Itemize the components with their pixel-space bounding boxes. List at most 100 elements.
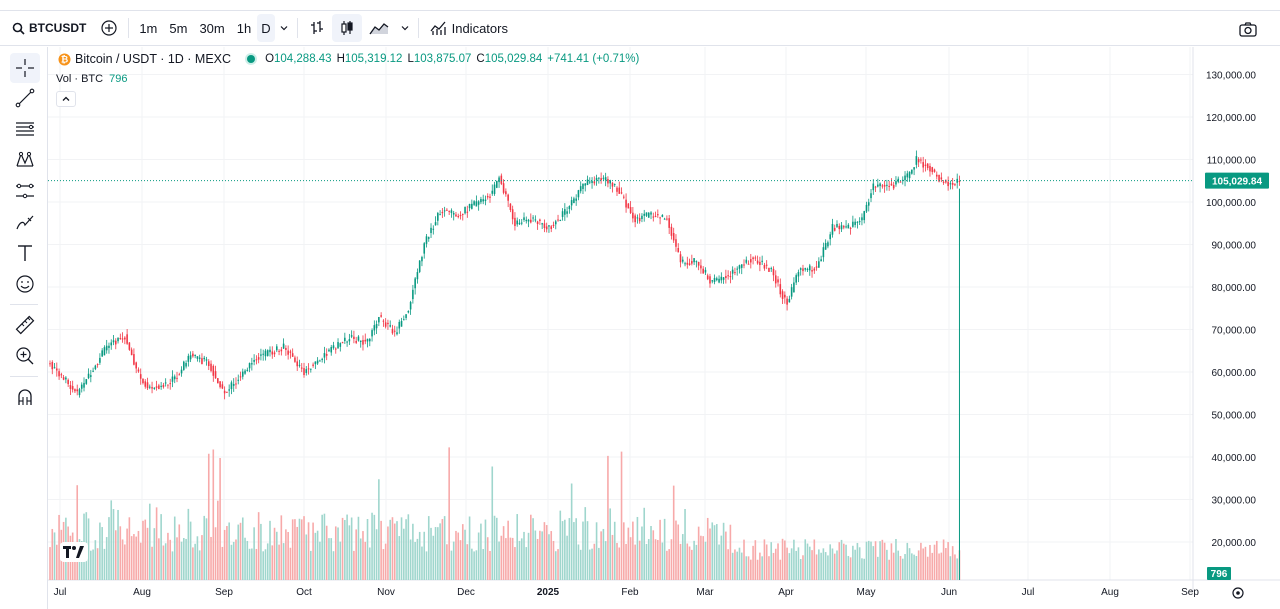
bars-style-button[interactable] [302, 14, 332, 42]
candle-body [241, 371, 244, 377]
collapse-legend-button[interactable] [56, 91, 76, 107]
interval-1m[interactable]: 1m [133, 14, 163, 42]
volume-bar [443, 516, 446, 580]
volume-bar [112, 509, 115, 580]
candle-body [854, 221, 856, 225]
volume-bar [158, 538, 160, 580]
candle-body [799, 268, 802, 270]
tradingview-logo[interactable] [60, 542, 88, 562]
volume-bar [196, 536, 199, 580]
volume-bar [577, 544, 580, 580]
interval-1h[interactable]: 1h [231, 14, 257, 42]
candle-body [287, 350, 289, 355]
candle-body [670, 226, 673, 236]
interval-dropdown[interactable] [275, 14, 293, 42]
volume-bar [811, 550, 813, 580]
trendline-tool[interactable] [10, 83, 40, 113]
candle-body [423, 243, 426, 254]
candle-body [691, 261, 693, 264]
projection-tool[interactable] [10, 176, 40, 206]
brush-tool[interactable] [10, 207, 40, 237]
candle-body [169, 383, 172, 385]
fib-tool[interactable] [10, 114, 40, 144]
volume-bar [461, 524, 464, 580]
volume-bar [759, 552, 761, 580]
candle-body [201, 358, 203, 365]
pattern-tool[interactable] [10, 145, 40, 175]
indicators-button[interactable]: Indicators [423, 14, 514, 42]
candle-body [173, 376, 176, 380]
volume-bar [452, 541, 455, 580]
candle-body [323, 353, 326, 358]
price-chart[interactable]: 130,000.00 120,000.00 110,000.00 100,000.00… [48, 47, 1280, 609]
volume-bar [282, 543, 285, 580]
volume-bar [652, 530, 655, 580]
candle-body [105, 345, 108, 351]
interval-30m[interactable]: 30m [193, 14, 230, 42]
volume-bar [799, 559, 802, 580]
candle-body [829, 234, 831, 240]
candle-body [915, 156, 918, 165]
candle-body [890, 183, 893, 186]
volume-bar [675, 520, 677, 580]
volume-bar [139, 542, 142, 580]
volume-bar [171, 551, 174, 580]
volume-bar [264, 549, 267, 580]
volume-bar [584, 507, 587, 580]
candle-body [58, 371, 60, 377]
candle-body [450, 210, 453, 213]
zoom-tool[interactable] [10, 341, 40, 371]
candle-body [99, 357, 101, 363]
volume-bar [924, 546, 927, 580]
emoji-tool[interactable] [10, 269, 40, 299]
candle-body [498, 177, 500, 183]
candle-body [276, 346, 278, 351]
candle-body [303, 368, 305, 376]
volume-bar [384, 543, 387, 580]
volume-bar [638, 540, 641, 580]
magnet-tool[interactable] [10, 382, 40, 412]
settings-icon[interactable] [1232, 587, 1244, 599]
candle-body [289, 351, 292, 353]
interval-5m[interactable]: 5m [163, 14, 193, 42]
candles-style-button[interactable] [331, 14, 362, 42]
crosshair-tool[interactable] [10, 53, 40, 83]
screenshot-button[interactable] [1232, 15, 1264, 43]
candle-body [591, 181, 593, 183]
volume-bar [328, 538, 330, 580]
volume-bar [241, 517, 244, 580]
volume-bar [391, 517, 394, 580]
volume-bar [550, 531, 553, 580]
volume-bar [911, 553, 913, 580]
volume-bar [432, 535, 435, 580]
volume-bar [609, 508, 611, 580]
area-style-button[interactable] [362, 14, 396, 42]
candle-body [922, 162, 924, 168]
text-tool[interactable] [10, 238, 40, 268]
volume-bar [344, 520, 346, 580]
candle-body [616, 187, 618, 192]
chart-style-dropdown[interactable] [396, 14, 414, 42]
candle-body [611, 182, 614, 187]
candle-body [727, 275, 729, 277]
symbol-search[interactable]: BTCUSDT [0, 14, 94, 42]
candle-body [500, 175, 503, 184]
candle-body [870, 193, 872, 199]
candle-body [763, 265, 766, 269]
chart-area[interactable]: 130,000.00 120,000.00 110,000.00 100,000.00… [48, 47, 1280, 609]
volume-bar [904, 554, 906, 580]
volume-bar [151, 546, 153, 580]
volume-bar [162, 545, 165, 580]
volume-bar [600, 531, 602, 580]
candle-body [845, 226, 847, 228]
volume-bar [738, 547, 741, 580]
high-label: H [336, 53, 345, 65]
candle-body [818, 261, 820, 268]
volume-bar [232, 541, 235, 580]
volume-bar [806, 543, 809, 580]
ruler-tool[interactable] [10, 310, 40, 340]
interval-1d[interactable]: D [257, 14, 275, 42]
add-symbol-button[interactable] [94, 14, 124, 42]
candle-body [212, 365, 215, 376]
candle-body [495, 180, 498, 188]
